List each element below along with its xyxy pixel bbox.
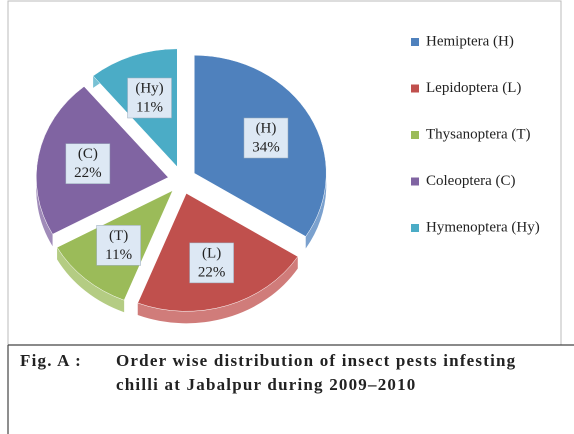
caption: Order wise distribution of insect pests …	[116, 351, 516, 394]
slice-label: (H)	[256, 120, 277, 136]
slice-side	[57, 247, 125, 313]
slice-label: (L)	[202, 245, 221, 261]
label-box	[189, 242, 234, 284]
legend-label: Coleoptera (C)	[426, 173, 516, 189]
legend-swatch	[411, 131, 419, 139]
legend-label: Lepidoptera (L)	[426, 80, 521, 96]
legend-label: Thysanoptera (T)	[426, 126, 531, 142]
label-box	[96, 225, 141, 266]
slice-label: (T)	[109, 228, 128, 244]
caption-label: Fig. A :	[20, 351, 82, 370]
legend-swatch	[411, 224, 419, 232]
legend-swatch	[411, 84, 419, 93]
legend-label: Hemiptera (H)	[426, 33, 514, 49]
slice-label: (Hy)	[135, 80, 163, 96]
legend-label: Hymenoptera (Hy)	[426, 219, 540, 235]
value-label: 22%	[74, 165, 102, 181]
caption-text: Order wise distribution of insect pests …	[116, 351, 516, 394]
label-box	[127, 77, 172, 119]
label-box	[243, 117, 289, 159]
value-label: 11%	[136, 99, 163, 115]
value-label: 22%	[198, 264, 226, 280]
legend-swatch	[411, 38, 419, 46]
label-box	[65, 143, 111, 184]
value-label: 11%	[105, 247, 132, 263]
slice-side	[137, 256, 298, 324]
value-label: 34%	[252, 139, 280, 155]
legend-swatch	[411, 177, 419, 186]
slice-label: (C)	[78, 146, 98, 162]
